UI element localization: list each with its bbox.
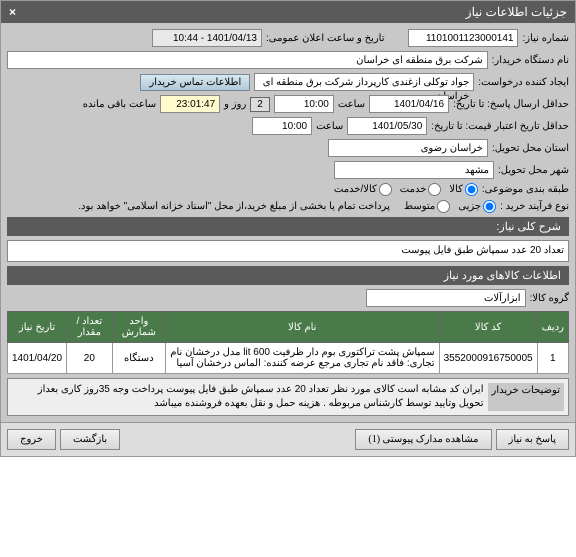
buyer-field: شرکت برق منطقه ای خراسان xyxy=(7,51,488,69)
radio-low[interactable]: جزیی xyxy=(458,200,496,213)
section-items: اطلاعات کالاهای مورد نیاز xyxy=(7,266,569,285)
row-province: استان محل تحویل: خراسان رضوی xyxy=(7,139,569,157)
main-container: جزئیات اطلاعات نیاز × شماره نیاز: 110100… xyxy=(0,0,576,457)
radio-service-label: خدمت xyxy=(400,184,427,195)
validity-date: 1401/05/30 xyxy=(347,117,427,135)
main-desc-text: تعداد 20 عدد سمپاش طبق فایل پیوست xyxy=(7,240,569,262)
payment-note: پرداخت تمام یا بخشی از مبلغ خرید،از محل … xyxy=(78,201,390,212)
row-classification: طبقه بندی موضوعی: کالا خدمت کالا/خدمت xyxy=(7,183,569,196)
td-row: 1 xyxy=(537,343,568,374)
announce-label: تاریخ و ساعت اعلان عمومی: xyxy=(266,33,385,44)
row-need-no: شماره نیاز: 1101001123000141 تاریخ و ساع… xyxy=(7,29,569,47)
classification-label: طبقه بندی موضوعی: xyxy=(482,184,569,195)
radio-medium-input[interactable] xyxy=(437,200,450,213)
buy-process-label: نوع فرآیند خرید : xyxy=(500,201,569,212)
radio-goods-service[interactable]: کالا/خدمت xyxy=(334,183,392,196)
validity-time: 10:00 xyxy=(252,117,312,135)
explain-label: توضیحات خریدار xyxy=(488,383,565,411)
window-title: جزئیات اطلاعات نیاز xyxy=(466,5,567,19)
goods-group-field: ابزارآلات xyxy=(366,289,526,307)
row-buy-process: نوع فرآیند خرید : جزیی متوسط پرداخت تمام… xyxy=(7,200,569,213)
radio-goods-service-input[interactable] xyxy=(379,183,392,196)
deadline-date: 1401/04/16 xyxy=(369,95,449,113)
buy-process-radios: جزیی متوسط xyxy=(404,200,496,213)
th-date: تاریخ نیاز xyxy=(8,312,67,343)
footer-left-buttons: پاسخ به نیاز مشاهده مدارک پیوستی (1) xyxy=(355,429,569,450)
table-header-row: ردیف کد کالا نام کالا واحد شمارش تعداد /… xyxy=(8,312,569,343)
row-deadline: حداقل ارسال پاسخ: تا تاریخ: 1401/04/16 س… xyxy=(7,95,569,113)
items-table: ردیف کد کالا نام کالا واحد شمارش تعداد /… xyxy=(7,311,569,374)
th-code: کد کالا xyxy=(439,312,537,343)
explain-text: ایران کد مشابه است کالای مورد نظر تعداد … xyxy=(12,383,484,411)
remaining-time: 23:01:47 xyxy=(160,95,220,113)
exit-button[interactable]: خروج xyxy=(7,429,56,450)
td-unit: دستگاه xyxy=(112,343,165,374)
goods-group-label: گروه کالا: xyxy=(530,293,569,304)
requester-label: ایجاد کننده درخواست: xyxy=(478,77,569,88)
validity-label: حداقل تاریخ اعتبار قیمت: تا تاریخ: xyxy=(431,121,569,132)
radio-low-input[interactable] xyxy=(483,200,496,213)
window-header: جزئیات اطلاعات نیاز × xyxy=(1,1,575,23)
radio-goods-input[interactable] xyxy=(465,183,478,196)
announce-field: 1401/04/13 - 10:44 xyxy=(152,29,262,47)
need-no-field: 1101001123000141 xyxy=(408,29,518,47)
radio-medium[interactable]: متوسط xyxy=(404,200,450,213)
deadline-time: 10:00 xyxy=(274,95,334,113)
td-code: 3552000916750005 xyxy=(439,343,537,374)
contact-button[interactable]: اطلاعات تماس خریدار xyxy=(140,74,250,91)
td-qty: 20 xyxy=(67,343,113,374)
footer: پاسخ به نیاز مشاهده مدارک پیوستی (1) باز… xyxy=(1,422,575,456)
time-label-1: ساعت xyxy=(338,99,365,110)
explain-box: توضیحات خریدار ایران کد مشابه است کالای … xyxy=(7,378,569,416)
requester-field: جواد توکلی ازغندی کارپرداز شرکت برق منطق… xyxy=(254,73,474,91)
reply-button[interactable]: پاسخ به نیاز xyxy=(496,429,570,450)
radio-goods-label: کالا xyxy=(449,184,463,195)
td-date: 1401/04/20 xyxy=(8,343,67,374)
deadline-label: حداقل ارسال پاسخ: تا تاریخ: xyxy=(453,99,569,110)
row-requester: ایجاد کننده درخواست: جواد توکلی ازغندی ک… xyxy=(7,73,569,91)
time-label-2: ساعت xyxy=(316,121,343,132)
radio-goods-service-label: کالا/خدمت xyxy=(334,184,377,195)
city-label: شهر محل تحویل: xyxy=(498,165,569,176)
radio-service-input[interactable] xyxy=(428,183,441,196)
radio-medium-label: متوسط xyxy=(404,201,435,212)
remaining-label: ساعت باقی مانده xyxy=(83,99,156,110)
td-name: سمپاش پشت تراکتوری بوم دار ظرفیت lit 600… xyxy=(166,343,440,374)
radio-goods[interactable]: کالا xyxy=(449,183,478,196)
row-city: شهر محل تحویل: مشهد xyxy=(7,161,569,179)
row-validity: حداقل تاریخ اعتبار قیمت: تا تاریخ: 1401/… xyxy=(7,117,569,135)
section-main-desc: شرح کلی نیاز: xyxy=(7,217,569,236)
th-row: ردیف xyxy=(537,312,568,343)
buyer-label: نام دستگاه خریدار: xyxy=(492,55,569,66)
need-no-label: شماره نیاز: xyxy=(522,33,569,44)
back-button[interactable]: بازگشت xyxy=(60,429,120,450)
radio-low-label: جزیی xyxy=(458,201,481,212)
province-label: استان محل تحویل: xyxy=(492,143,569,154)
form-body: شماره نیاز: 1101001123000141 تاریخ و ساع… xyxy=(1,23,575,422)
classification-radios: کالا خدمت کالا/خدمت xyxy=(334,183,478,196)
radio-service[interactable]: خدمت xyxy=(400,183,442,196)
attachments-button[interactable]: مشاهده مدارک پیوستی (1) xyxy=(355,429,491,450)
deadline-days: 2 xyxy=(250,97,270,112)
city-field: مشهد xyxy=(334,161,494,179)
row-goods-group: گروه کالا: ابزارآلات xyxy=(7,289,569,307)
days-and-label: روز و xyxy=(224,99,246,110)
row-buyer: نام دستگاه خریدار: شرکت برق منطقه ای خرا… xyxy=(7,51,569,69)
th-name: نام کالا xyxy=(166,312,440,343)
table-row: 1 3552000916750005 سمپاش پشت تراکتوری بو… xyxy=(8,343,569,374)
th-unit: واحد شمارش xyxy=(112,312,165,343)
footer-right-buttons: بازگشت خروج xyxy=(7,429,120,450)
close-icon[interactable]: × xyxy=(9,5,16,19)
th-qty: تعداد / مقدار xyxy=(67,312,113,343)
province-field: خراسان رضوی xyxy=(328,139,488,157)
